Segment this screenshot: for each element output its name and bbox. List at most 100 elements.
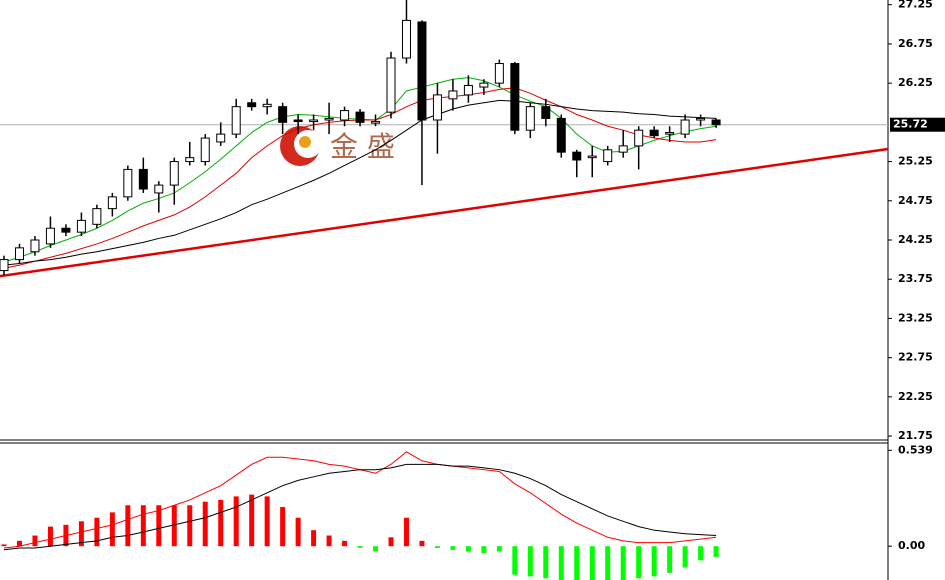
histogram-bar [713, 546, 719, 557]
candle-body [107, 196, 117, 210]
histogram-bar [342, 540, 348, 547]
candle-body [30, 239, 40, 253]
histogram-bar [295, 517, 301, 547]
candle-body [169, 161, 179, 186]
candle-body [278, 106, 288, 123]
candle-body [340, 110, 350, 121]
candle-body [541, 106, 551, 119]
histogram-bar [326, 535, 332, 547]
candle-body [572, 151, 582, 161]
y-tick-label: 21.75 [898, 429, 933, 442]
candle-body [138, 168, 148, 190]
candle-body [231, 106, 241, 135]
histogram-bar [651, 546, 657, 577]
y-tick-label: 25.25 [898, 155, 933, 168]
candle-body [92, 208, 102, 225]
logo [280, 126, 322, 166]
candle-body [634, 129, 644, 147]
candle-body [262, 103, 272, 108]
histogram-bar [78, 521, 84, 547]
histogram-bar [47, 526, 53, 547]
candle-body [432, 94, 442, 121]
y-tick-label: 0.539 [898, 443, 933, 456]
candle-body [665, 132, 675, 135]
histogram-bar [574, 546, 580, 580]
candle-body [649, 129, 659, 137]
candle-body [200, 137, 210, 163]
histogram-bar [125, 505, 131, 547]
histogram-bar [357, 546, 363, 548]
y-tick-label: 22.75 [898, 351, 933, 364]
candle-body [0, 259, 9, 272]
histogram-bar [465, 546, 471, 552]
candle-body [417, 21, 427, 121]
histogram-bar [373, 546, 379, 552]
trend-line [0, 147, 889, 278]
candle-body [309, 119, 319, 123]
candle-body [154, 184, 164, 194]
candle-body [355, 111, 365, 123]
candle-body [556, 117, 566, 153]
histogram-bar [419, 540, 425, 547]
histogram-bar [311, 530, 317, 547]
histogram-bar [187, 505, 193, 547]
histogram-bar [202, 501, 208, 547]
y-tick-label: 26.75 [898, 37, 933, 50]
histogram-bar [1, 544, 7, 547]
histogram-bar [543, 546, 549, 579]
current-price-tag [890, 117, 945, 132]
current-price-label: 25.72 [893, 118, 928, 131]
histogram-bar [605, 546, 611, 580]
candle-body [587, 155, 597, 159]
histogram-bar [481, 546, 487, 554]
indicator-line [3, 99, 717, 266]
histogram-bar [171, 505, 177, 547]
y-tick-label: 22.25 [898, 390, 933, 403]
histogram-bar [512, 546, 518, 575]
histogram-bar [698, 546, 704, 561]
candle-body [76, 219, 86, 233]
histogram-bar [156, 505, 162, 547]
histogram-bar [620, 546, 626, 580]
candle-body [61, 227, 71, 233]
candle-body [185, 157, 195, 163]
y-tick-label: 0.00 [898, 539, 925, 552]
candle-body [448, 90, 458, 100]
y-tick-label: 26.25 [898, 76, 933, 89]
y-tick-label: 24.75 [898, 194, 933, 207]
histogram-bar [16, 540, 22, 547]
candle-body [247, 102, 257, 108]
histogram-bar [94, 517, 100, 547]
histogram-bar [682, 546, 688, 568]
histogram-bar [558, 546, 564, 580]
candle-body [371, 121, 381, 124]
candle-body [216, 133, 226, 143]
y-tick-label: 23.25 [898, 311, 933, 324]
candle-body [293, 119, 303, 123]
histogram-bar [233, 496, 239, 547]
watermark: 金 盛 [330, 130, 395, 163]
candle-body [401, 19, 411, 59]
y-tick-label: 23.75 [898, 272, 933, 285]
candle-body [711, 119, 721, 126]
histogram-bar [450, 546, 456, 550]
histogram-bar [140, 505, 146, 547]
histogram-bar [109, 512, 115, 547]
candle-body [525, 106, 535, 131]
candle-body [618, 145, 628, 153]
candle-body [463, 84, 473, 96]
histogram-bar [589, 546, 595, 580]
indicator-line [3, 463, 717, 551]
y-tick-label: 24.25 [898, 233, 933, 246]
candle-body [696, 117, 706, 121]
y-tick-label: 27.25 [898, 0, 933, 11]
histogram-bar [496, 546, 502, 552]
histogram-bar [636, 546, 642, 579]
histogram-bar [388, 537, 394, 547]
candle-body [45, 227, 55, 245]
histogram-bar [403, 517, 409, 547]
histogram-bar [249, 494, 255, 547]
candle-body [494, 63, 504, 84]
